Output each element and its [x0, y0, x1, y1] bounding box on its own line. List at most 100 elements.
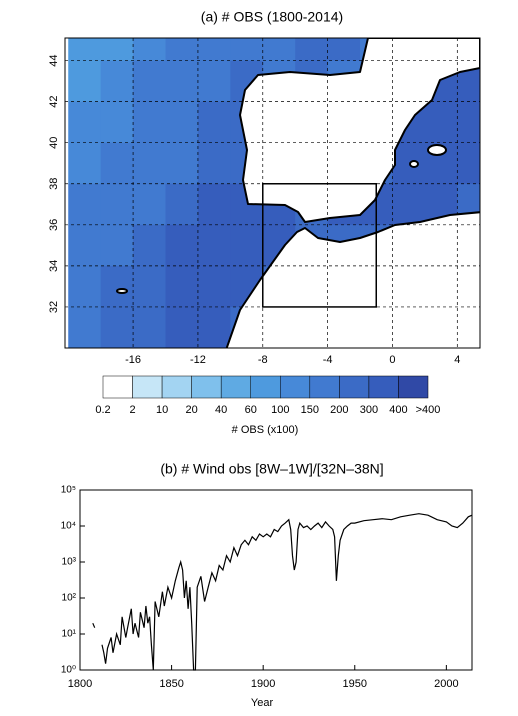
- line-series: [92, 513, 473, 671]
- x-tick-label: 1900: [251, 678, 275, 690]
- cell: [133, 60, 167, 103]
- cell: [165, 306, 199, 348]
- cell: [197, 306, 231, 348]
- cell: [295, 38, 329, 62]
- cell: [133, 101, 167, 144]
- cell: [327, 38, 361, 62]
- y-tick-label: 42: [48, 96, 60, 108]
- cell: [197, 224, 231, 267]
- cell: [197, 38, 231, 62]
- colorbar-swatch: [161, 375, 192, 399]
- cell: [133, 38, 167, 62]
- x-tick-label: 2000: [434, 678, 458, 690]
- x-tick-label: 1800: [68, 678, 92, 690]
- x-tick-label: 1950: [343, 678, 367, 690]
- coastline: [116, 38, 480, 348]
- cell: [68, 224, 102, 267]
- cell: [133, 183, 167, 226]
- cell: [230, 38, 264, 62]
- cell: [392, 183, 426, 226]
- cell: [133, 306, 167, 348]
- colorbar-swatch: [250, 375, 281, 399]
- y-tick-label: 38: [48, 178, 60, 190]
- cell: [100, 224, 134, 267]
- colorbar-swatch: [102, 375, 133, 399]
- cell: [165, 60, 199, 103]
- colorbar-swatch: [280, 375, 311, 399]
- cell: [133, 142, 167, 185]
- y-tick-label: 44: [48, 54, 60, 66]
- cell: [165, 224, 199, 267]
- y-tick-label: 10⁴: [61, 521, 76, 532]
- x-tick-label: -12: [190, 354, 206, 366]
- cell: [68, 183, 102, 226]
- colorbar-swatch: [368, 375, 399, 399]
- x-tick-label: 4: [454, 354, 460, 366]
- cell: [165, 265, 199, 308]
- y-tick-label: 10⁵: [61, 485, 76, 496]
- colorbar-tick-label: 20: [186, 404, 198, 416]
- colorbar-label: # OBS (x100): [232, 424, 299, 436]
- cell: [197, 142, 231, 185]
- cell: [68, 306, 102, 348]
- y-tick-label: 40: [48, 137, 60, 149]
- colorbar-swatch: [220, 375, 251, 399]
- cell: [230, 224, 264, 267]
- cell: [165, 142, 199, 185]
- colorbar-tick-label: 300: [360, 404, 378, 416]
- cell: [100, 60, 134, 103]
- map-title: (a) # OBS (1800-2014): [201, 9, 343, 25]
- y-tick-label: 34: [48, 260, 60, 272]
- y-tick-label: 10⁰: [61, 665, 76, 676]
- cell: [68, 38, 102, 62]
- cell: [68, 60, 102, 103]
- cell: [197, 101, 231, 144]
- cell: [165, 38, 199, 62]
- colorbar-tick-label: 60: [245, 404, 257, 416]
- y-tick-label: 36: [48, 219, 60, 231]
- y-tick-label: 10²: [62, 593, 77, 604]
- colorbar-tick-label: 10: [156, 404, 168, 416]
- cell: [68, 101, 102, 144]
- cell: [197, 183, 231, 226]
- cell: [133, 224, 167, 267]
- cell: [100, 306, 134, 348]
- map-frame: [64, 37, 481, 349]
- y-tick-label: 10³: [62, 557, 77, 568]
- cell: [100, 142, 134, 185]
- colorbar-tick-label: 40: [215, 404, 227, 416]
- x-tick-label: 1850: [159, 678, 183, 690]
- cell: [197, 60, 231, 103]
- cell: [68, 142, 102, 185]
- cell: [165, 101, 199, 144]
- plot-frame: [79, 489, 473, 671]
- cell: [262, 38, 296, 62]
- cell: [165, 183, 199, 226]
- colorbar-tick-label: 100: [271, 404, 289, 416]
- colorbar-tick-label: >400: [416, 404, 441, 416]
- island: [116, 288, 128, 294]
- colorbar-swatch: [398, 375, 429, 399]
- cell: [100, 183, 134, 226]
- x-tick-label: 0: [389, 354, 395, 366]
- cell: [100, 38, 134, 62]
- x-axis-label: Year: [251, 697, 274, 709]
- island: [409, 160, 419, 168]
- x-tick-label: -16: [125, 354, 141, 366]
- colorbar-swatch: [309, 375, 340, 399]
- cell: [457, 101, 480, 144]
- x-tick-label: -8: [258, 354, 268, 366]
- y-tick-label: 32: [48, 301, 60, 313]
- colorbar-tick-label: 400: [389, 404, 407, 416]
- study-box: [262, 183, 377, 308]
- cell: [392, 142, 426, 185]
- africa: [225, 211, 480, 348]
- colorbar-tick-label: 150: [301, 404, 319, 416]
- colorbar-swatch: [191, 375, 222, 399]
- line-title: (b) # Wind obs [8W–1W]/[32N–38N]: [160, 461, 383, 477]
- cell: [100, 101, 134, 144]
- iberia: [239, 38, 480, 223]
- y-tick-label: 10¹: [62, 629, 77, 640]
- cell: [68, 265, 102, 308]
